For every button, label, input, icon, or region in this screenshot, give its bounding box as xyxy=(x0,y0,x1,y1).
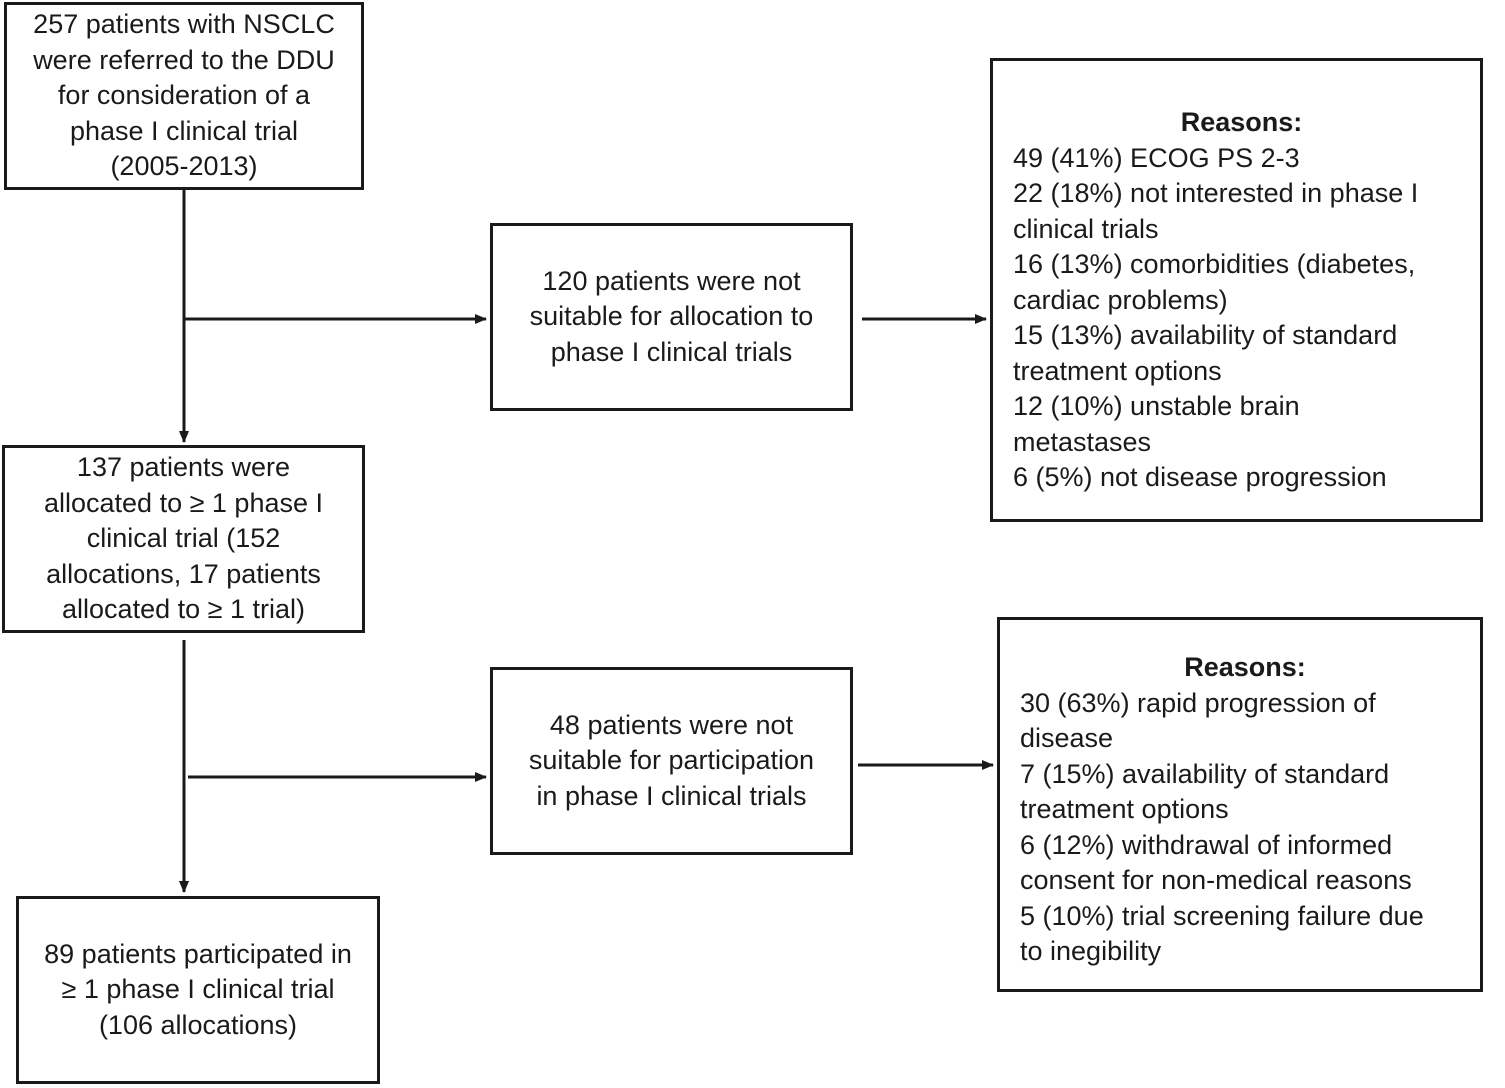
reason-line: 6 (12%) withdrawal of informed xyxy=(1020,829,1393,860)
reason-line: 15 (13%) availability of standard xyxy=(1013,320,1398,350)
box-text-line: (2005-2013) xyxy=(110,151,258,182)
reason-line: 22 (18%) not interested in phase I xyxy=(1013,178,1419,208)
box-text-line: for consideration of a xyxy=(57,80,311,111)
reason-line: consent for non-medical reasons xyxy=(1020,865,1412,895)
box-text-line: 120 patients were not xyxy=(542,265,801,296)
reason-line: metastases xyxy=(1013,426,1152,457)
box-text-line: phase I clinical trial xyxy=(69,115,299,146)
box-text-line: ≥ 1 phase I clinical trial xyxy=(61,974,335,1005)
reason-line: clinical trials xyxy=(1013,213,1159,244)
allocated-patients-box: 137 patients were allocated to ≥ 1 phase… xyxy=(2,445,365,633)
box-text-line: 89 patients participated in xyxy=(44,938,352,969)
box-text-line: (106 allocations) xyxy=(98,1009,298,1040)
box-text-line: allocated to ≥ 1 phase I xyxy=(43,487,323,518)
reason-line: 30 (63%) rapid progression of xyxy=(1020,687,1376,718)
reason-line: disease xyxy=(1020,723,1114,753)
reason-line: 49 (41%) ECOG PS 2-3 xyxy=(1013,142,1300,173)
box-text-line: suitable for participation xyxy=(528,745,815,776)
box-text-line: 48 patients were not xyxy=(549,709,794,740)
reason-line: treatment options xyxy=(1013,355,1222,386)
box-text-line: were referred to the DDU xyxy=(33,44,335,75)
box-text-line: clinical trial (152 xyxy=(86,523,281,554)
not-suitable-allocation-box: 120 patients were not suitable for alloc… xyxy=(490,223,853,411)
referred-patients-box: 257 patients with NSCLC were referred to… xyxy=(4,2,364,190)
reason-line: cardiac problems) xyxy=(1013,284,1228,315)
box-text-line: in phase I clinical trials xyxy=(536,780,807,811)
reason-line: 16 (13%) comorbidities (diabetes, xyxy=(1013,249,1416,279)
box-text-line: allocated to ≥ 1 trial) xyxy=(62,594,305,625)
box-text-line: phase I clinical trials xyxy=(550,336,793,367)
not-suitable-participation-box: 48 patients were not suitable for partic… xyxy=(490,667,853,855)
reason-line: 5 (10%) trial screening failure due xyxy=(1020,900,1424,931)
reason-line: 12 (10%) unstable brain xyxy=(1013,391,1300,421)
reason-line: treatment options xyxy=(1020,794,1229,824)
allocation-reasons-box: Reasons: 49 (41%) ECOG PS 2-3 22 (18%) n… xyxy=(990,58,1483,522)
participation-reasons-box: Reasons: 30 (63%) rapid progression of d… xyxy=(997,617,1483,992)
reason-line: 6 (5%) not disease progression xyxy=(1013,462,1387,492)
reasons-heading: Reasons: xyxy=(1184,652,1306,682)
box-text-line: 257 patients with NSCLC xyxy=(33,9,335,40)
box-text-line: 137 patients were xyxy=(76,452,291,483)
participated-patients-box: 89 patients participated in ≥ 1 phase I … xyxy=(16,896,380,1084)
reason-line: 7 (15%) availability of standard xyxy=(1020,758,1390,789)
box-text-line: allocations, 17 patients xyxy=(46,558,321,589)
box-text-line: suitable for allocation to xyxy=(529,301,814,332)
reasons-heading: Reasons: xyxy=(1180,107,1303,137)
reason-line: to inegibility xyxy=(1020,936,1162,966)
